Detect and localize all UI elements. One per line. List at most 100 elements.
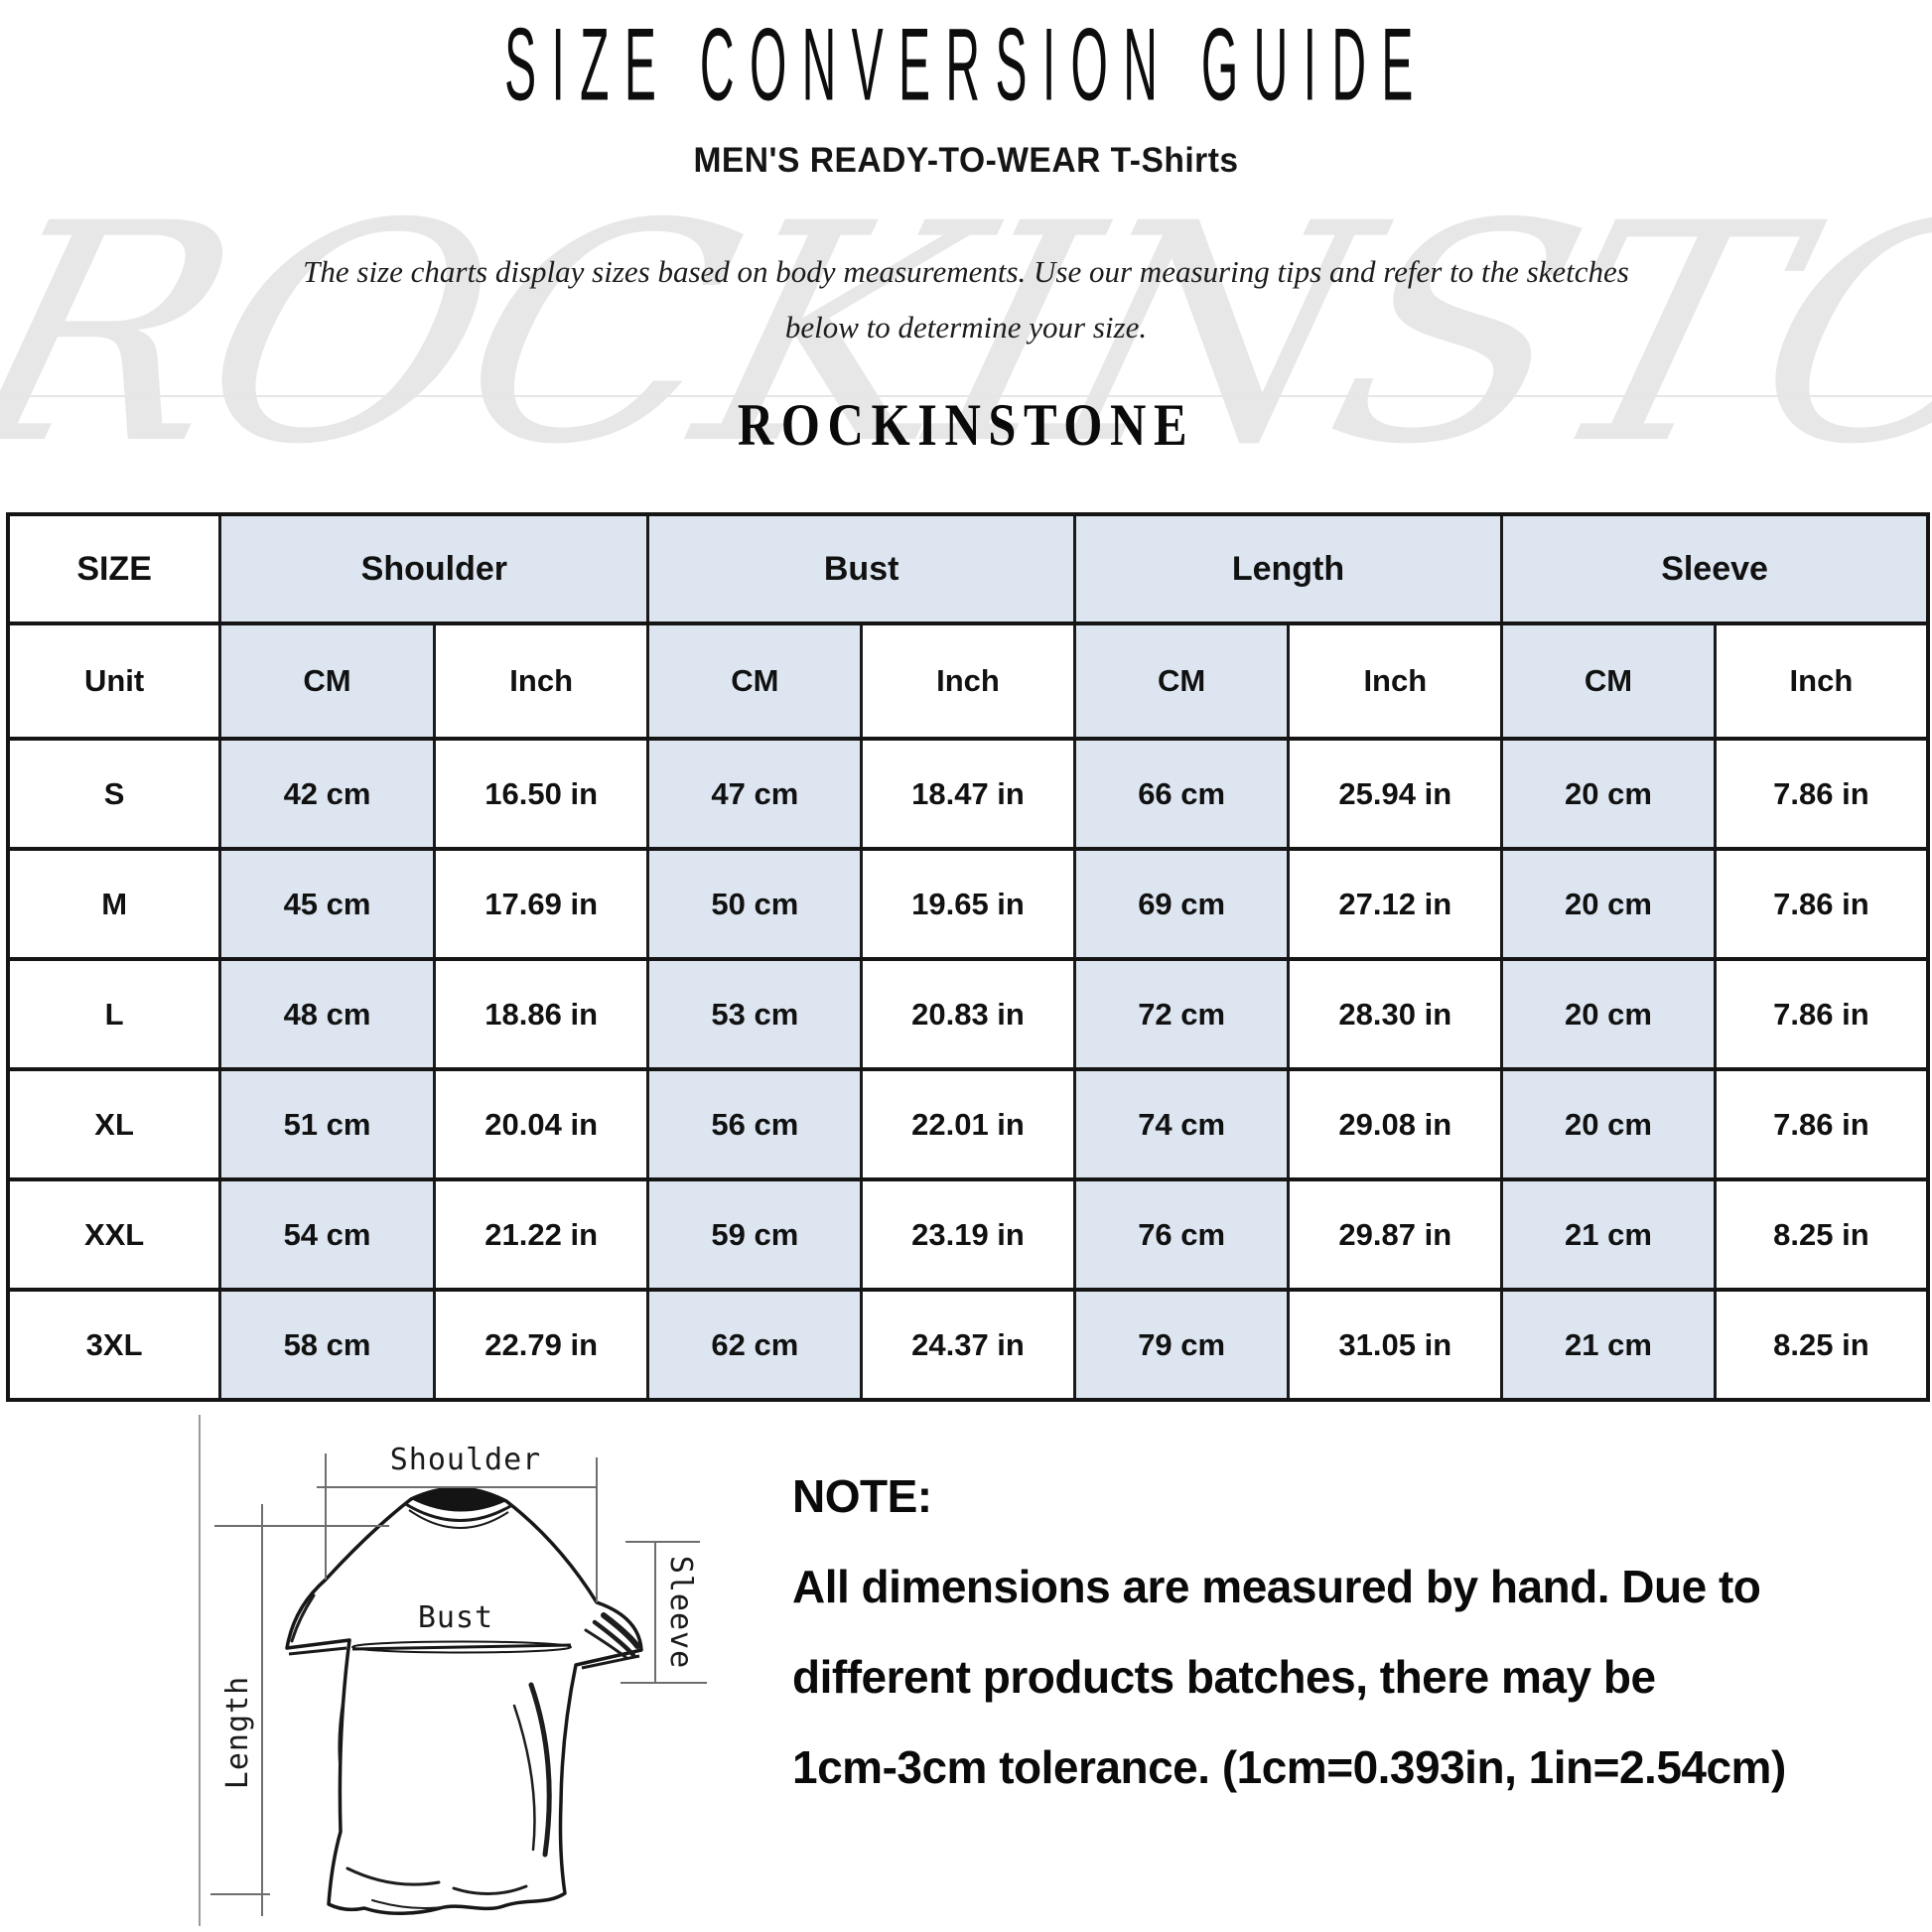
value-cell: 21.22 in bbox=[432, 1177, 650, 1292]
bust-label: Bust bbox=[418, 1600, 493, 1635]
value-cell: 21 cm bbox=[1500, 1288, 1717, 1402]
value-cell: 27.12 in bbox=[1287, 847, 1504, 961]
group-header-bust: Bust bbox=[646, 512, 1076, 625]
value-cell: 19.65 in bbox=[860, 847, 1076, 961]
dimension-lines bbox=[210, 1453, 707, 1916]
value-cell: 45 cm bbox=[218, 847, 436, 961]
value-cell: 7.86 in bbox=[1713, 737, 1930, 851]
unit-cell-inch: Inch bbox=[1713, 621, 1930, 741]
value-cell: 51 cm bbox=[218, 1067, 436, 1181]
value-cell: 29.08 in bbox=[1287, 1067, 1504, 1181]
value-cell: 66 cm bbox=[1072, 737, 1291, 851]
value-cell: 7.86 in bbox=[1713, 1067, 1930, 1181]
unit-cell-inch: Inch bbox=[432, 621, 650, 741]
value-cell: 79 cm bbox=[1072, 1288, 1291, 1402]
value-cell: 76 cm bbox=[1072, 1177, 1291, 1292]
page-title: SIZE CONVERSION GUIDE bbox=[503, 7, 1429, 123]
value-cell: 28.30 in bbox=[1287, 957, 1504, 1071]
group-header-sleeve: Sleeve bbox=[1500, 512, 1930, 625]
row-label: M bbox=[6, 847, 222, 961]
value-cell: 18.86 in bbox=[432, 957, 650, 1071]
value-cell: 7.86 in bbox=[1713, 957, 1930, 1071]
note-heading: NOTE: bbox=[792, 1470, 932, 1522]
value-cell: 58 cm bbox=[218, 1288, 436, 1402]
size-conversion-table: SIZE Shoulder Bust Length Sleeve Unit CM… bbox=[6, 512, 1930, 1402]
tshirt-outline bbox=[285, 1486, 643, 1916]
table-row-m: M 45 cm 17.69 in 50 cm 19.65 in 69 cm 27… bbox=[6, 847, 1930, 961]
value-cell: 20 cm bbox=[1500, 957, 1717, 1071]
description-line-2: below to determine your size. bbox=[784, 310, 1148, 345]
value-cell: 22.01 in bbox=[860, 1067, 1076, 1181]
value-cell: 16.50 in bbox=[432, 737, 650, 851]
left-cuff-line bbox=[288, 1646, 347, 1656]
value-cell: 17.69 in bbox=[432, 847, 650, 961]
value-cell: 54 cm bbox=[218, 1177, 436, 1292]
subtitle: MEN'S READY-TO-WEAR T-Shirts bbox=[693, 141, 1239, 180]
divider-line bbox=[0, 395, 1932, 397]
unit-cell-cm: CM bbox=[1500, 621, 1717, 741]
value-cell: 8.25 in bbox=[1713, 1288, 1930, 1402]
right-cuff-line bbox=[581, 1654, 640, 1670]
value-cell: 74 cm bbox=[1072, 1067, 1291, 1181]
value-cell: 23.19 in bbox=[860, 1177, 1076, 1292]
value-cell: 20.83 in bbox=[860, 957, 1076, 1071]
row-label: XL bbox=[6, 1067, 222, 1181]
table-header-units: Unit CM Inch CM Inch CM Inch CM Inch bbox=[6, 621, 1930, 741]
note-block: NOTE: All dimensions are measured by han… bbox=[792, 1451, 1904, 1813]
value-cell: 21 cm bbox=[1500, 1177, 1717, 1292]
value-cell: 31.05 in bbox=[1287, 1288, 1504, 1402]
table-row-3xl: 3XL 58 cm 22.79 in 62 cm 24.37 in 79 cm … bbox=[6, 1288, 1930, 1402]
sleeve-label: Sleeve bbox=[663, 1556, 698, 1669]
value-cell: 50 cm bbox=[646, 847, 864, 961]
row-label: S bbox=[6, 737, 222, 851]
group-header-shoulder: Shoulder bbox=[218, 512, 650, 625]
unit-cell-cm: CM bbox=[218, 621, 436, 741]
value-cell: 48 cm bbox=[218, 957, 436, 1071]
value-cell: 47 cm bbox=[646, 737, 864, 851]
value-cell: 22.79 in bbox=[432, 1288, 650, 1402]
tshirt-sketch: Shoulder Bust Length Sleeve bbox=[199, 1415, 707, 1926]
unit-cell-cm: CM bbox=[646, 621, 864, 741]
bust-line bbox=[351, 1640, 572, 1654]
row-label: L bbox=[6, 957, 222, 1071]
table-row-xl: XL 51 cm 20.04 in 56 cm 22.01 in 74 cm 2… bbox=[6, 1067, 1930, 1181]
value-cell: 20 cm bbox=[1500, 847, 1717, 961]
value-cell: 20 cm bbox=[1500, 1067, 1717, 1181]
unit-label-cell: Unit bbox=[6, 621, 222, 741]
table-header-groups: SIZE Shoulder Bust Length Sleeve bbox=[6, 512, 1930, 625]
table-row-xxl: XXL 54 cm 21.22 in 59 cm 23.19 in 76 cm … bbox=[6, 1177, 1930, 1292]
value-cell: 25.94 in bbox=[1287, 737, 1504, 851]
value-cell: 62 cm bbox=[646, 1288, 864, 1402]
collar-opening bbox=[411, 1487, 506, 1512]
note-line-1: All dimensions are measured by hand. Due… bbox=[792, 1561, 1761, 1612]
corner-cell-size: SIZE bbox=[6, 512, 222, 625]
value-cell: 18.47 in bbox=[860, 737, 1076, 851]
note-line-3: 1cm-3cm tolerance. (1cm=0.393in, 1in=2.5… bbox=[792, 1741, 1786, 1793]
table-row-s: S 42 cm 16.50 in 47 cm 18.47 in 66 cm 25… bbox=[6, 737, 1930, 851]
value-cell: 20 cm bbox=[1500, 737, 1717, 851]
unit-cell-cm: CM bbox=[1072, 621, 1291, 741]
value-cell: 53 cm bbox=[646, 957, 864, 1071]
note-line-2: different products batches, there may be bbox=[792, 1651, 1656, 1703]
value-cell: 56 cm bbox=[646, 1067, 864, 1181]
shoulder-label: Shoulder bbox=[390, 1443, 542, 1477]
collar-band bbox=[403, 1501, 513, 1522]
row-label: XXL bbox=[6, 1177, 222, 1292]
value-cell: 20.04 in bbox=[432, 1067, 650, 1181]
row-label: 3XL bbox=[6, 1288, 222, 1402]
brand-name: ROCKINSTONE bbox=[737, 392, 1195, 458]
unit-cell-inch: Inch bbox=[860, 621, 1076, 741]
value-cell: 7.86 in bbox=[1713, 847, 1930, 961]
unit-cell-inch: Inch bbox=[1287, 621, 1504, 741]
value-cell: 29.87 in bbox=[1287, 1177, 1504, 1292]
value-cell: 72 cm bbox=[1072, 957, 1291, 1071]
value-cell: 8.25 in bbox=[1713, 1177, 1930, 1292]
collar-band-inner bbox=[408, 1509, 509, 1529]
description: The size charts display sizes based on b… bbox=[0, 244, 1932, 355]
fabric-shading bbox=[290, 1593, 640, 1909]
value-cell: 42 cm bbox=[218, 737, 436, 851]
length-label: Length bbox=[220, 1676, 255, 1789]
value-cell: 69 cm bbox=[1072, 847, 1291, 961]
description-line-1: The size charts display sizes based on b… bbox=[303, 254, 1629, 289]
